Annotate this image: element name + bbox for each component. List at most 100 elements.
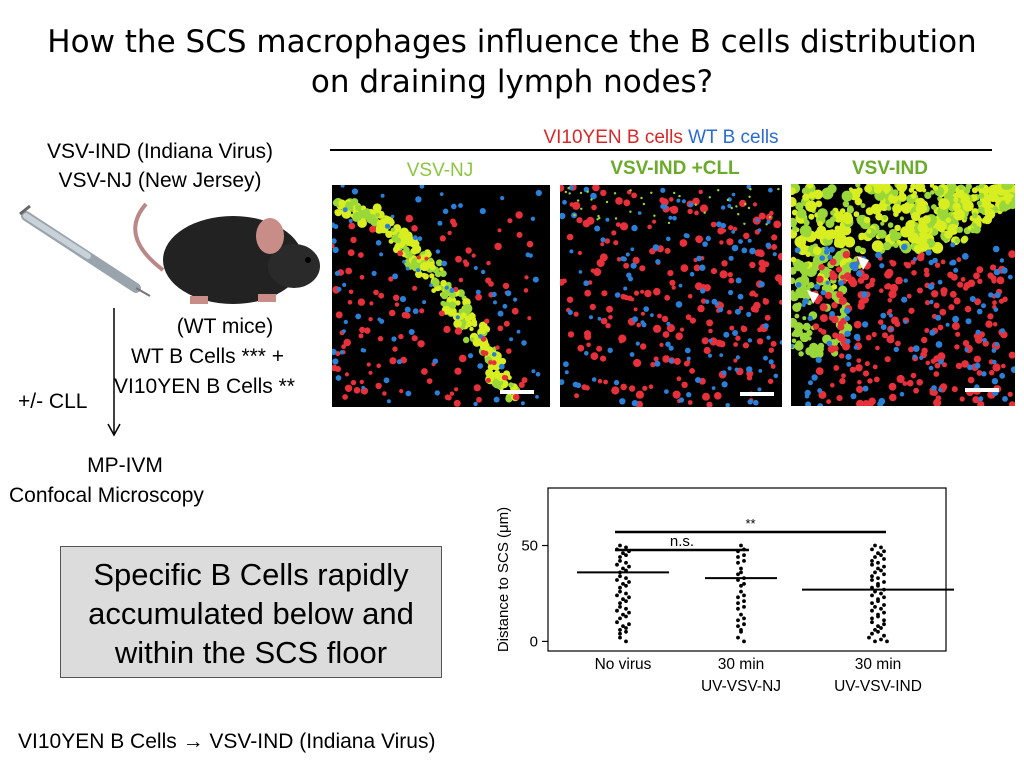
data-point xyxy=(873,589,877,594)
green-cell-mark xyxy=(505,395,513,403)
blue-cell-mark xyxy=(678,397,685,403)
data-point xyxy=(882,603,886,607)
green-cell-mark xyxy=(375,212,380,218)
summary-box: Specific B Cells rapidly accumulated bel… xyxy=(60,546,442,678)
green-cell-mark xyxy=(961,236,968,243)
green-cell-mark xyxy=(805,200,817,212)
green-cell-mark xyxy=(956,226,963,233)
blue-cell-mark xyxy=(1002,396,1008,402)
data-point xyxy=(742,559,746,563)
blue-cell-mark xyxy=(441,260,448,267)
red-cell-mark xyxy=(501,374,507,381)
blue-cell-mark xyxy=(631,400,639,407)
green-cell-mark xyxy=(463,336,470,344)
blue-cell-mark xyxy=(705,235,711,242)
red-cell-mark xyxy=(989,370,995,376)
slide-title: How the SCS macrophages influence the B … xyxy=(47,24,977,100)
blue-cell-mark xyxy=(525,252,531,258)
blue-cell-mark xyxy=(795,282,802,288)
blue-cell-mark xyxy=(696,255,702,262)
green-cell-mark xyxy=(854,245,862,253)
data-point xyxy=(624,576,628,580)
blue-cell-mark xyxy=(817,403,824,406)
red-cell-mark xyxy=(593,268,602,276)
green-cell-mark xyxy=(972,212,978,219)
blue-cell-mark xyxy=(458,203,463,208)
red-cell-mark xyxy=(732,226,738,232)
red-cell-mark xyxy=(773,220,782,229)
red-cell-mark xyxy=(885,268,894,277)
red-cell-mark xyxy=(689,317,696,324)
red-cell-mark xyxy=(701,337,709,345)
green-cell-mark xyxy=(841,190,853,202)
red-cell-mark xyxy=(596,345,603,352)
red-cell-mark xyxy=(843,272,852,281)
red-cell-mark xyxy=(890,316,899,325)
red-cell-mark xyxy=(394,302,400,307)
green-cell-mark xyxy=(865,207,874,216)
red-cell-mark xyxy=(341,344,346,350)
red-cell-mark xyxy=(666,324,675,333)
green-cell-mark xyxy=(455,300,461,306)
blue-cell-mark xyxy=(808,380,813,386)
red-cell-mark xyxy=(343,338,351,347)
data-point xyxy=(876,624,880,628)
red-cell-mark xyxy=(703,284,711,292)
blue-cell-mark xyxy=(844,330,851,337)
red-cell-mark xyxy=(527,316,532,321)
red-cell-mark xyxy=(942,362,947,368)
blue-cell-mark xyxy=(432,358,439,364)
green-cell-mark xyxy=(568,192,571,195)
green-cell-mark xyxy=(717,189,720,192)
blue-cell-mark xyxy=(862,385,869,392)
data-point xyxy=(627,595,631,600)
blue-cell-mark xyxy=(560,379,565,385)
blue-cell-mark xyxy=(720,205,726,210)
red-cell-mark xyxy=(887,298,893,303)
red-cell-mark xyxy=(350,379,357,386)
red-cell-mark xyxy=(462,259,468,265)
red-cell-mark xyxy=(756,338,764,345)
red-cell-mark xyxy=(856,385,864,393)
red-cell-mark xyxy=(757,327,762,333)
blue-cell-mark xyxy=(861,321,869,328)
red-cell-mark xyxy=(703,346,711,355)
red-cell-mark xyxy=(497,325,504,332)
data-point xyxy=(615,593,619,598)
green-cell-mark xyxy=(896,184,908,192)
red-cell-mark xyxy=(657,313,662,319)
red-cell-mark xyxy=(573,311,579,317)
blue-cell-mark xyxy=(975,329,981,335)
red-cell-mark xyxy=(829,258,837,266)
green-cell-mark xyxy=(988,191,999,203)
red-cell-mark xyxy=(972,396,980,404)
blue-cell-mark xyxy=(773,373,779,379)
blue-cell-mark xyxy=(631,224,638,232)
red-cell-mark xyxy=(838,296,847,306)
blue-cell-mark xyxy=(988,292,994,298)
red-cell-mark xyxy=(824,291,832,300)
blue-cell-mark xyxy=(335,375,342,381)
blue-cell-mark xyxy=(766,335,771,340)
mouse-icon xyxy=(133,202,320,304)
blue-cell-mark xyxy=(991,348,997,353)
green-cell-mark xyxy=(372,203,382,213)
green-cell-mark xyxy=(846,206,854,214)
red-cell-mark xyxy=(613,240,619,246)
red-cell-mark xyxy=(590,268,595,273)
data-point xyxy=(618,555,622,559)
green-cell-mark xyxy=(376,219,387,229)
red-cell-mark xyxy=(348,289,354,295)
red-cell-mark xyxy=(673,357,681,365)
blue-cell-mark xyxy=(828,246,835,253)
green-cell-mark xyxy=(796,302,802,308)
red-cell-mark xyxy=(368,370,373,375)
blue-cell-mark xyxy=(343,319,348,325)
x-tick-label: 30 min xyxy=(855,656,902,673)
red-cell-mark xyxy=(411,335,418,342)
blue-cell-mark xyxy=(505,290,512,297)
green-cell-mark xyxy=(460,312,467,319)
data-point xyxy=(870,562,874,567)
red-cell-mark xyxy=(494,242,502,251)
blue-cell-mark xyxy=(991,378,999,385)
